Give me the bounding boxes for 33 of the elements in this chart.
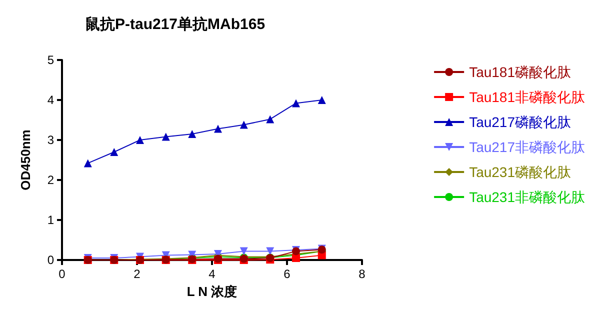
x-tick-label: 2 bbox=[134, 267, 141, 281]
point bbox=[318, 96, 326, 104]
y-tick-label: 5 bbox=[47, 53, 54, 67]
point bbox=[240, 247, 248, 256]
legend-label: Tau217磷酸化肽 bbox=[469, 114, 572, 130]
legend-label: Tau181非磷酸化肽 bbox=[469, 89, 586, 105]
x-axis-title: L N 浓度 bbox=[186, 284, 238, 299]
y-tick-label: 1 bbox=[47, 213, 54, 227]
legend-label: Tau181磷酸化肽 bbox=[469, 64, 572, 80]
chart-title: 鼠抗P-tau217单抗MAb165 bbox=[85, 16, 266, 33]
point bbox=[266, 115, 274, 124]
point bbox=[188, 130, 196, 138]
x-tick-label: 4 bbox=[208, 267, 216, 281]
point bbox=[240, 120, 248, 129]
point bbox=[266, 247, 274, 256]
y-tick-label: 2 bbox=[47, 173, 54, 187]
y-tick-label: 4 bbox=[47, 93, 54, 107]
x-tick-label: 6 bbox=[284, 267, 291, 281]
y-tick-label: 0 bbox=[47, 253, 54, 267]
legend-label: Tau231非磷酸化肽 bbox=[469, 189, 586, 205]
point bbox=[136, 136, 144, 144]
point bbox=[292, 254, 300, 262]
point bbox=[110, 148, 118, 156]
point bbox=[292, 99, 300, 108]
legend-label: Tau217非磷酸化肽 bbox=[469, 139, 586, 155]
point bbox=[162, 132, 170, 141]
legend-label: Tau231磷酸化肽 bbox=[469, 164, 572, 180]
y-tick-label: 3 bbox=[47, 133, 54, 147]
point bbox=[84, 159, 92, 168]
x-tick-label: 8 bbox=[358, 267, 366, 281]
y-axis-title: OD450nm bbox=[18, 130, 33, 190]
x-tick-label: 0 bbox=[58, 267, 66, 281]
point bbox=[214, 124, 222, 133]
